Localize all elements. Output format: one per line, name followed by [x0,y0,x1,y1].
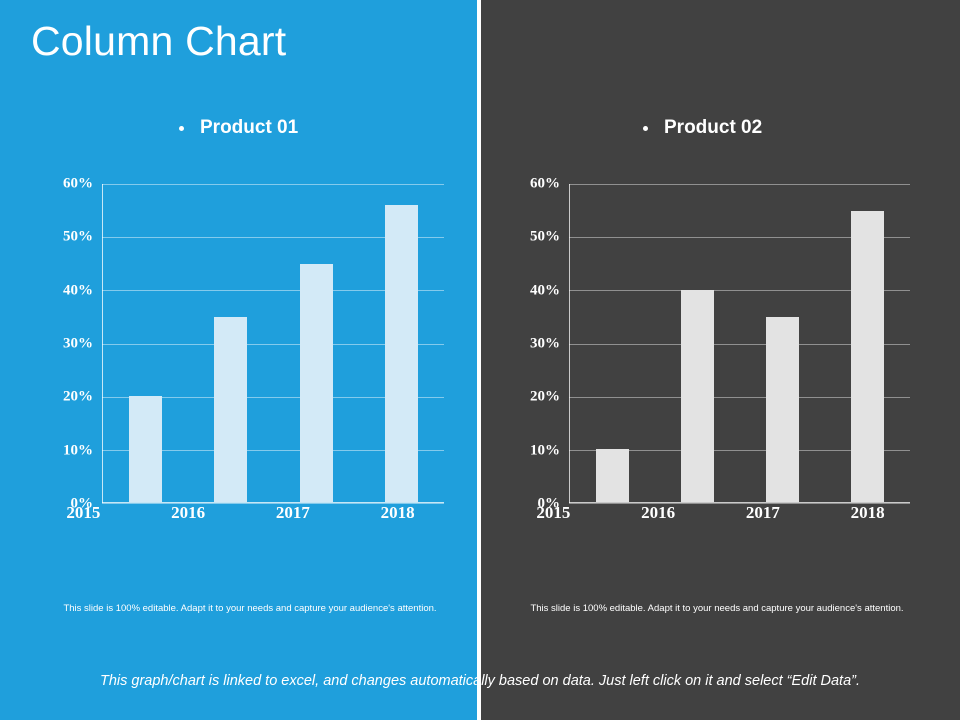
y-tick-label: 50% [530,228,560,245]
y-axis-line [102,184,103,503]
chart-product-01[interactable]: 60% 50% 40% 30% 20% 10% 0% 2015 2016 2017 2018 [30,172,450,542]
gridline: 30% [530,336,910,352]
x-tick-label: 2015 [66,503,101,522]
product-01-label: Product 01 [200,117,299,138]
x-tick-label: 2015 [536,503,571,522]
gridline: 50% [63,229,444,245]
x-tick-labels-product-02: 2015 2016 2017 2018 [501,503,920,523]
gridline: 20% [63,389,444,405]
bar [766,316,799,502]
plot-area-product-01: 60% 50% 40% 30% 20% 10% 0% [63,176,444,512]
bar-slot [740,184,825,502]
y-tick-label: 60% [530,175,560,192]
page-title: Column Chart [31,18,287,64]
product-01-heading: Product 01 [179,117,298,139]
bar [299,263,333,502]
y-tick-label: 20% [530,388,560,405]
y-tick-label: 0% [70,495,94,512]
x-tick-label: 2016 [171,503,206,522]
bars-product-02 [570,184,910,502]
gridline: 50% [530,229,910,245]
x-tick-label: 2016 [641,503,676,522]
x-tick-label: 2018 [850,503,885,522]
x-tick-label: 2017 [275,503,310,522]
x-tick-label: 2018 [380,503,415,522]
x-axis-line [102,502,444,503]
bar [129,396,163,502]
bar-slot [359,184,444,502]
editable-note-left: This slide is 100% editable. Adapt it to… [63,603,437,614]
bar [851,210,884,502]
y-tick-label: 10% [530,442,560,459]
bar-slot [570,184,655,502]
product-02-heading: Product 02 [643,117,762,139]
panel-divider [477,0,481,720]
gridline: 10% [63,442,444,458]
y-axis-line [569,184,570,503]
bar [596,449,629,502]
gridline: 60% [530,176,910,192]
y-tick-label: 60% [63,175,93,192]
bar [681,290,714,502]
bar [214,316,248,502]
excel-link-note: This graph/chart is linked to excel, and… [99,673,861,689]
bars-product-01 [103,184,444,502]
y-tick-label: 0% [537,495,561,512]
bullet-dot-icon [179,125,184,131]
gridline: 40% [530,282,910,298]
y-tick-label: 30% [530,335,560,352]
gridline: 30% [63,336,444,352]
bar-slot [188,184,273,502]
gridline: 20% [530,389,910,405]
y-tick-label: 40% [63,282,93,299]
product-02-label: Product 02 [664,117,763,138]
y-tick-label: 40% [530,282,560,299]
bar-slot [825,184,910,502]
bar-slot [103,184,188,502]
x-tick-label: 2017 [745,503,780,522]
bar-slot [655,184,740,502]
y-tick-label: 30% [63,335,93,352]
gridline: 0% [71,496,444,512]
x-tick-labels-product-01: 2015 2016 2017 2018 [31,503,450,523]
bar-slot [274,184,359,502]
gridline: 40% [63,282,444,298]
chart-product-02[interactable]: 60% 50% 40% 30% 20% 10% 0% 2015 2016 2017 2018 [500,172,920,547]
gridline: 10% [530,442,910,458]
gridline: 60% [63,176,444,192]
x-axis-line [569,502,910,503]
y-tick-label: 20% [63,388,93,405]
y-tick-label: 10% [63,442,93,459]
gridline: 0% [538,496,910,512]
plot-area-product-02: 60% 50% 40% 30% 20% 10% 0% [530,176,910,512]
bullet-dot-icon [643,125,648,131]
y-tick-label: 50% [63,228,93,245]
editable-note-right: This slide is 100% editable. Adapt it to… [530,603,904,614]
bar [384,205,418,502]
